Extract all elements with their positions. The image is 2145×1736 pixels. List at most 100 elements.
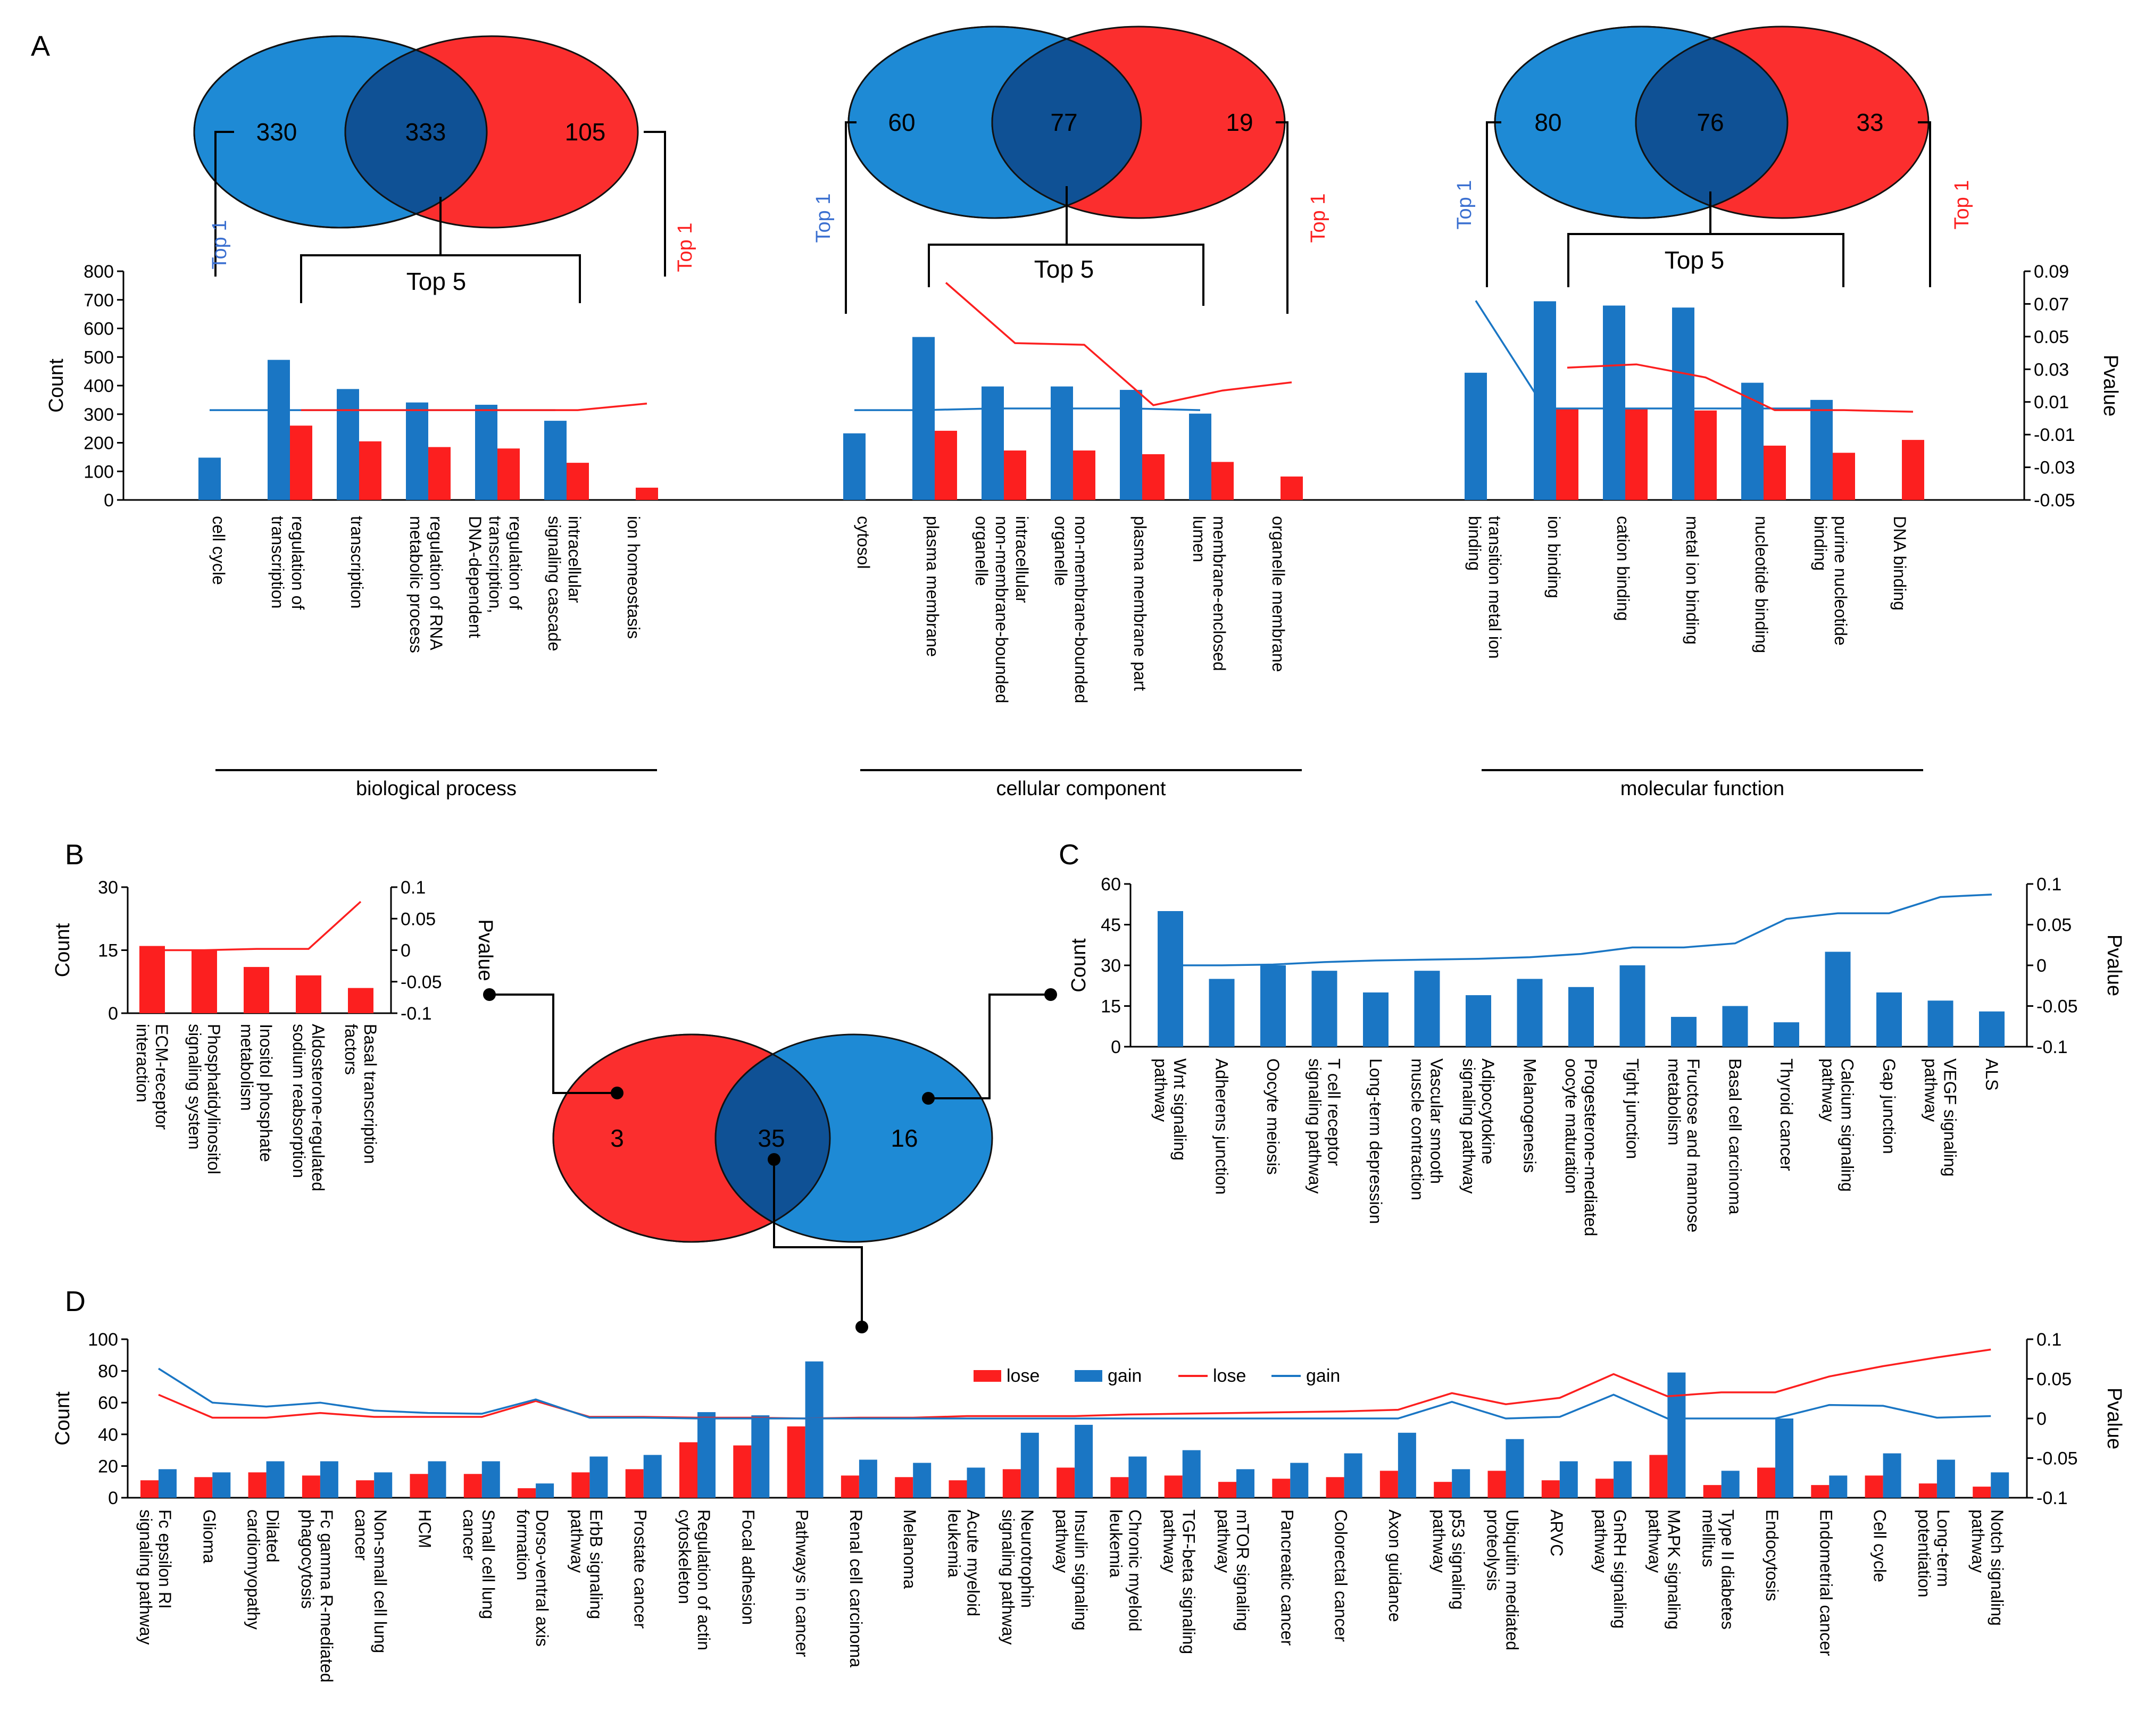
chart-d-category-label-line: pathway	[1052, 1509, 1071, 1573]
chart-b-bar	[139, 946, 165, 1013]
chart-d-bar-lose	[1164, 1475, 1183, 1498]
chart-c-category-label-line: Gap junction	[1880, 1058, 1899, 1154]
chart-a-category-label-line: ion binding	[1544, 516, 1564, 598]
chart-d-category-label-line: potentiation	[1915, 1509, 1934, 1597]
chart-d-legend: lose gain lose gain	[974, 1366, 1340, 1386]
venn-a1-overlap	[344, 36, 487, 228]
chart-c-bar	[1979, 1011, 2005, 1047]
chart-d-bar-gain	[1075, 1424, 1093, 1498]
chart-a-line-red	[1567, 363, 1914, 413]
chart-a-bar-blue	[475, 405, 497, 500]
chart-d-category-label-line: Pancreatic cancer	[1277, 1509, 1296, 1646]
chart-d-bar-lose	[518, 1488, 536, 1498]
chart-d-bar-lose	[302, 1475, 320, 1498]
chart-d-category-label-line: Insulin signaling	[1071, 1509, 1091, 1631]
chart-d-category-label-line: cytoskeleton	[675, 1509, 694, 1604]
chart-d-category-label-line: Acute myeloid	[964, 1509, 983, 1616]
chart-c-y-axis-tick-label: 0	[1111, 1037, 1121, 1057]
chart-a-bar-blue	[1465, 372, 1487, 500]
legend-label-gain-bar: gain	[1108, 1366, 1142, 1386]
chart-a-category-label: cytosol	[854, 516, 873, 569]
chart-a-bar-blue	[912, 337, 935, 500]
chart-c-bar	[1927, 1000, 1953, 1047]
chart-d-category-label-line: pathway	[1591, 1509, 1610, 1573]
chart-a-line-blue	[1475, 300, 1822, 410]
chart-d-bar-gain	[751, 1415, 770, 1498]
chart-b-category-label-line: sodium reabsorption	[289, 1024, 309, 1178]
venn-center-overlap	[714, 1034, 830, 1242]
chart-b-category-label-line: interaction	[133, 1024, 152, 1103]
chart-d-category-label: Pathways in cancer	[793, 1509, 812, 1657]
chart-d-bar-lose	[1218, 1482, 1236, 1498]
chart-a-bar-blue	[406, 402, 428, 500]
top1-label-a3-blue: Top 1	[1453, 180, 1476, 230]
chart-d-bar-gain	[1398, 1432, 1416, 1498]
chart-d-category-label-line: pathway	[1214, 1509, 1233, 1573]
chart-a-category-label: organelle membrane	[1269, 516, 1288, 672]
chart-a-bar-blue	[1810, 399, 1833, 500]
legend-label-gain-line: gain	[1306, 1366, 1340, 1386]
chart-a-category-label-line: membrane-enclosed	[1210, 516, 1229, 671]
chart-c-category-label-line: signaling pathway	[1306, 1058, 1325, 1194]
chart-a-bar-red	[567, 463, 589, 500]
panel-label-b: B	[65, 839, 84, 871]
chart-d-y-axis-tick-label: 100	[88, 1330, 118, 1350]
chart-d-y-axis-tick-label: 60	[98, 1393, 118, 1413]
chart-b-y-axis-tick-label: 15	[98, 941, 118, 961]
venn-a3-middle-count: 76	[1697, 108, 1724, 136]
chart-c-bar	[1209, 979, 1235, 1047]
chart-a-category-label-line: organelle	[972, 516, 991, 586]
chart-d-category-label-line: Neurotrophin	[1018, 1509, 1037, 1608]
chart-d-bar-lose	[194, 1477, 213, 1498]
venn-a2-overlap	[991, 27, 1141, 218]
venn-center-middle-count: 35	[758, 1124, 785, 1152]
chart-c-category-label: Adherens junction	[1212, 1058, 1232, 1195]
chart-a-category-label: cation binding	[1614, 516, 1633, 621]
chart-c-category-label: Basal cell carcinoma	[1726, 1058, 1745, 1215]
chart-d-category-label-line: MAPK signaling	[1664, 1509, 1683, 1630]
chart-a-y2-axis-tick-label: -0.01	[2034, 425, 2075, 445]
chart-d-bar-gain	[805, 1361, 824, 1498]
chart-c-y2-axis-tick-label: -0.1	[2036, 1037, 2068, 1057]
chart-d-bar-lose	[841, 1475, 859, 1498]
chart-c-bar	[1825, 952, 1851, 1047]
chart-a-category-label-line: intracellular	[1012, 516, 1032, 603]
venn-diagrams-a: 330 333 105 60 77 19 80 76 33	[193, 26, 1930, 229]
chart-d-category-label-line: Endometrial cancer	[1816, 1509, 1835, 1656]
chart-c-bar	[1722, 1006, 1748, 1047]
chart-a-y-axis-tick-label: 200	[84, 433, 114, 454]
chart-a-category-label-line: metal ion binding	[1683, 516, 1702, 645]
chart-d-bar-lose	[625, 1469, 644, 1498]
chart-a-bar-blue	[1189, 413, 1211, 500]
chart-c-category-label-line: Oocyte meiosis	[1263, 1058, 1283, 1175]
chart-d-category-label-line: cancer	[352, 1509, 371, 1560]
chart-d-bar-lose	[1434, 1482, 1452, 1498]
chart-a-category-label-line: binding	[1465, 516, 1484, 571]
chart-a-group-label: biological process	[356, 778, 517, 800]
chart-d-category-label-line: ARVC	[1547, 1509, 1566, 1556]
chart-d-bar-lose	[787, 1426, 805, 1498]
chart-c-category-label: Tight junction	[1623, 1058, 1642, 1159]
venn-a2-right-count: 19	[1226, 108, 1253, 136]
chart-d-category-label-line: signaling pathway	[999, 1509, 1018, 1645]
chart-d-category-label-line: Small cell lung	[479, 1509, 498, 1619]
chart-d-bar-gain	[967, 1467, 985, 1498]
chart-d-category-label-line: Renal cell carcinoma	[846, 1509, 866, 1667]
chart-d-bar-lose	[1110, 1477, 1129, 1498]
chart-c-category-label-line: Adherens junction	[1212, 1058, 1232, 1195]
chart-a-category-label: ion binding	[1544, 516, 1564, 598]
chart-c-category-label-line: Vascular smooth	[1427, 1058, 1446, 1184]
chart-a-bar-red	[1281, 476, 1303, 500]
chart-d-category-label-line: Pathways in cancer	[793, 1509, 812, 1657]
